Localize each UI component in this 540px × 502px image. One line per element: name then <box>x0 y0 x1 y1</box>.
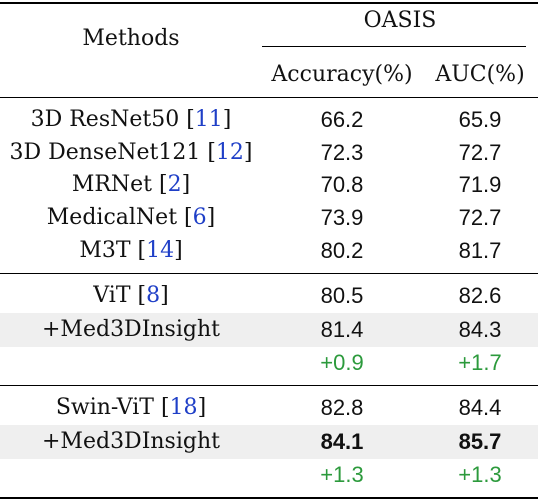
improvement-row: +0.9 +1.7 <box>0 346 538 380</box>
auc-cell: 71.9 <box>458 172 502 197</box>
auc-cell: 84.4 <box>458 395 502 420</box>
accuracy-cell: 70.8 <box>320 172 364 197</box>
method-name: +Med3DInsight <box>42 429 220 454</box>
auc-delta: +1.3 <box>458 462 502 487</box>
method-name: 3D ResNet50 <box>30 107 180 132</box>
accuracy-cell: 80.5 <box>320 283 364 308</box>
table-row: 3D DenseNet121 [12] 72.3 72.7 <box>0 136 538 170</box>
header-rule <box>0 97 538 98</box>
citation-link[interactable]: 18 <box>169 395 198 420</box>
auc-cell: 84.3 <box>458 317 502 342</box>
method-cell: 3D DenseNet121 [12] <box>9 140 253 165</box>
accuracy-cell: 81.4 <box>320 317 364 342</box>
method-name: Swin-ViT <box>55 395 154 420</box>
accuracy-delta: +0.9 <box>320 350 364 375</box>
method-name: M3T <box>79 238 131 263</box>
auc-delta: +1.7 <box>458 350 502 375</box>
highlighted-row: +Med3DInsight 84.1 85.7 <box>0 425 538 459</box>
accuracy-cell: 82.8 <box>320 395 364 420</box>
table-row: ViT [8] 80.5 82.6 <box>0 279 538 313</box>
accuracy-delta: +1.3 <box>320 462 364 487</box>
method-cell: M3T [14] <box>79 238 183 263</box>
accuracy-cell: 66.2 <box>320 107 364 132</box>
auc-cell: 72.7 <box>458 205 502 230</box>
table-row: MedicalNet [6] 73.9 72.7 <box>0 201 538 235</box>
table-row: Swin-ViT [18] 82.8 84.4 <box>0 391 538 425</box>
top-rule <box>0 2 538 4</box>
table-row: M3T [14] 80.2 81.7 <box>0 234 538 268</box>
auc-cell: 82.6 <box>458 283 502 308</box>
group-rule <box>0 273 538 274</box>
method-name: ViT <box>93 283 131 308</box>
auc-cell: 65.9 <box>458 107 502 132</box>
citation-link[interactable]: 11 <box>194 107 223 132</box>
table-row: 3D ResNet50 [11] 66.2 65.9 <box>0 103 538 137</box>
header-methods: Methods <box>82 26 180 51</box>
method-cell: Swin-ViT [18] <box>55 395 207 420</box>
method-name: MRNet <box>71 172 153 197</box>
highlighted-row: +Med3DInsight 81.4 84.3 <box>0 313 538 347</box>
method-cell: MRNet [2] <box>71 172 191 197</box>
citation-link[interactable]: 8 <box>146 283 161 308</box>
method-name: 3D DenseNet121 <box>9 140 201 165</box>
header-dataset-oasis: OASIS <box>363 8 437 33</box>
bottom-rule <box>0 497 538 499</box>
accuracy-cell: 72.3 <box>320 140 364 165</box>
method-name: MedicalNet <box>46 205 178 230</box>
method-cell: MedicalNet [6] <box>46 205 216 230</box>
header-auc: AUC(%) <box>435 62 525 87</box>
auc-cell: 72.7 <box>458 140 502 165</box>
citation-link[interactable]: 14 <box>146 238 175 263</box>
method-cell: ViT [8] <box>93 283 169 308</box>
citation-link[interactable]: 6 <box>192 205 207 230</box>
improvement-row: +1.3 +1.3 <box>0 458 538 492</box>
citation-link[interactable]: 2 <box>167 172 182 197</box>
dataset-underline <box>262 46 526 47</box>
header-accuracy: Accuracy(%) <box>271 62 413 87</box>
accuracy-cell: 73.9 <box>320 205 364 230</box>
table-row: MRNet [2] 70.8 71.9 <box>0 168 538 202</box>
method-cell: 3D ResNet50 [11] <box>30 107 232 132</box>
auc-cell: 85.7 <box>458 429 502 454</box>
accuracy-cell: 84.1 <box>320 429 364 454</box>
accuracy-cell: 80.2 <box>320 238 364 263</box>
auc-cell: 81.7 <box>458 238 502 263</box>
method-name: +Med3DInsight <box>42 317 220 342</box>
group-rule <box>0 385 538 386</box>
citation-link[interactable]: 12 <box>215 140 244 165</box>
